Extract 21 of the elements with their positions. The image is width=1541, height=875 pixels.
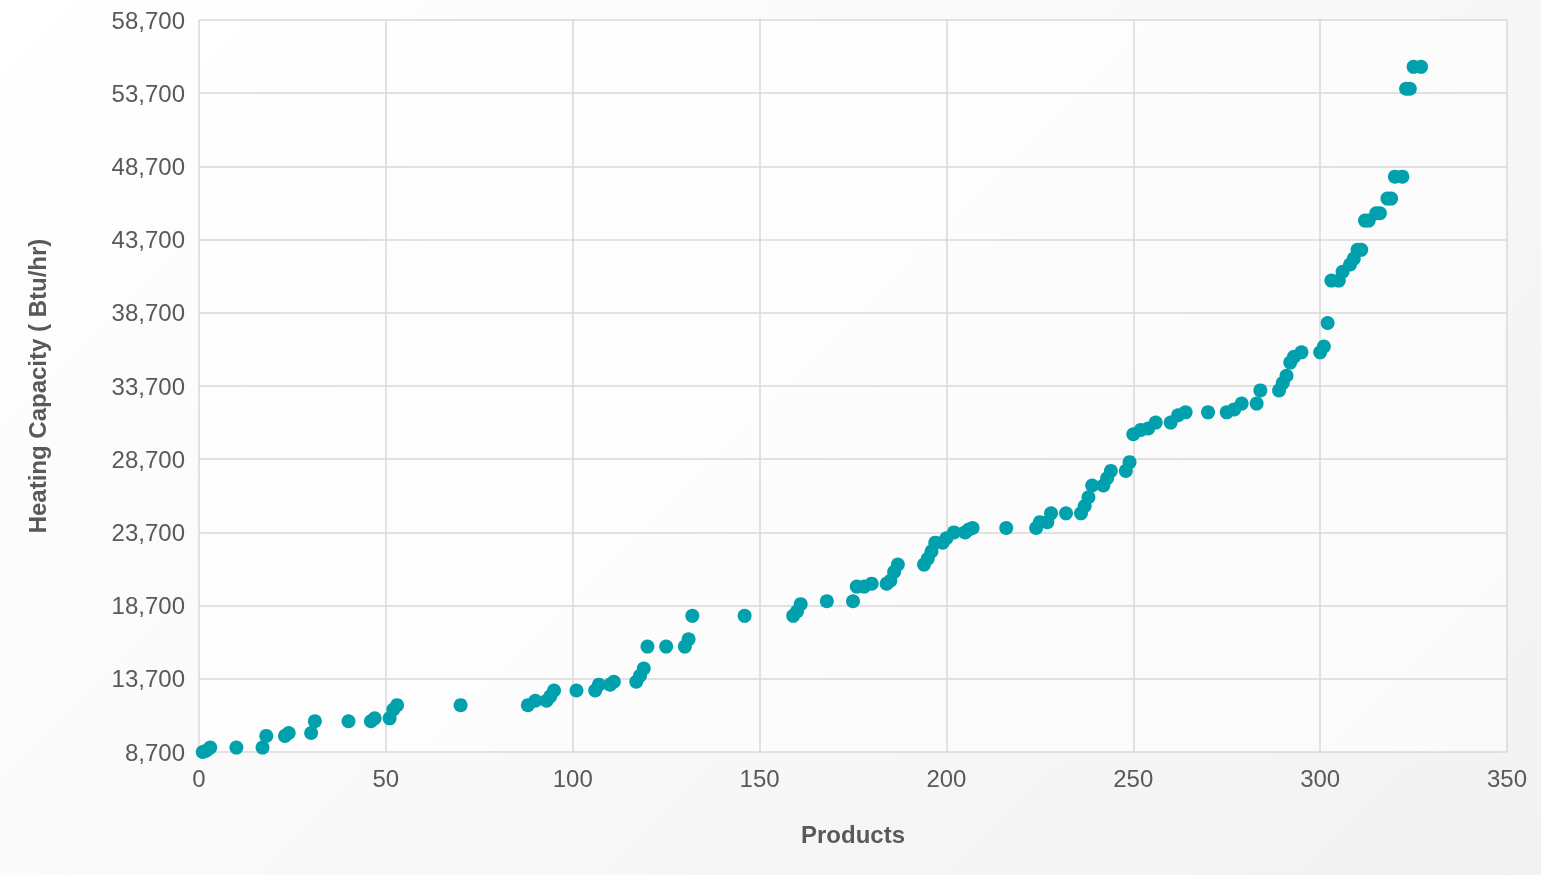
y-tick-label: 18,700 xyxy=(111,592,185,620)
y-tick-label: 13,700 xyxy=(111,665,185,693)
x-tick-label: 350 xyxy=(1486,764,1528,792)
y-tick-label: 28,700 xyxy=(111,445,185,473)
y-tick-label: 23,700 xyxy=(111,518,185,546)
y-tick-label: 43,700 xyxy=(111,226,185,254)
y-axis-title: Heating Capacity ( Btu/hr) xyxy=(23,238,51,534)
x-axis-title: Products xyxy=(800,820,906,848)
x-tick-label: 150 xyxy=(739,764,780,792)
y-tick-label: 53,700 xyxy=(111,79,185,107)
y-tick-label: 38,700 xyxy=(111,299,185,327)
y-tick-label: 48,700 xyxy=(111,152,185,180)
y-tick-label: 58,700 xyxy=(111,6,185,34)
x-tick-label: 300 xyxy=(1300,764,1341,792)
x-tick-label: 50 xyxy=(372,764,400,792)
x-tick-label: 0 xyxy=(192,764,206,792)
y-tick-label: 8,700 xyxy=(124,738,185,766)
x-tick-label: 100 xyxy=(552,764,593,792)
y-tick-label: 33,700 xyxy=(111,372,185,400)
x-tick-label: 250 xyxy=(1113,764,1154,792)
x-tick-label: 200 xyxy=(926,764,967,792)
